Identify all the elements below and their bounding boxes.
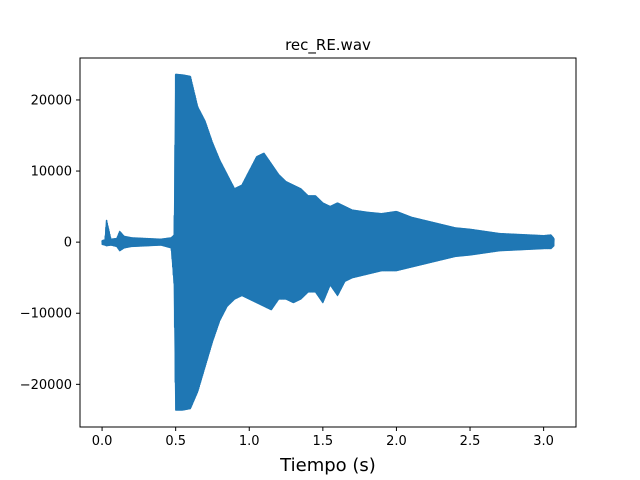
x-axis-label: Tiempo (s): [279, 455, 376, 476]
x-tick-label: 2.5: [460, 434, 481, 449]
x-tick-label: 1.5: [313, 434, 334, 449]
x-tick-label: 0.0: [92, 434, 113, 449]
y-tick-label: 20000: [31, 93, 72, 108]
y-tick-label: −20000: [20, 378, 72, 393]
plot-area: [101, 73, 555, 411]
x-tick-label: 3.0: [533, 434, 554, 449]
axes: 0.0 0.5 1.0 1.5 2.0 2.5 3.0 −20000 −10000 0 10000 2…: [20, 57, 577, 449]
x-tick-label: 2.0: [386, 434, 407, 449]
x-tick-label: 1.0: [239, 434, 260, 449]
y-tick-label: 10000: [31, 165, 72, 180]
x-tick-label: 0.5: [165, 434, 186, 449]
y-tick-label: −10000: [20, 307, 72, 322]
series-envelope-0: [101, 73, 555, 411]
y-tick-label: 0: [64, 236, 72, 251]
chart-title: rec_RE.wav: [285, 36, 371, 55]
